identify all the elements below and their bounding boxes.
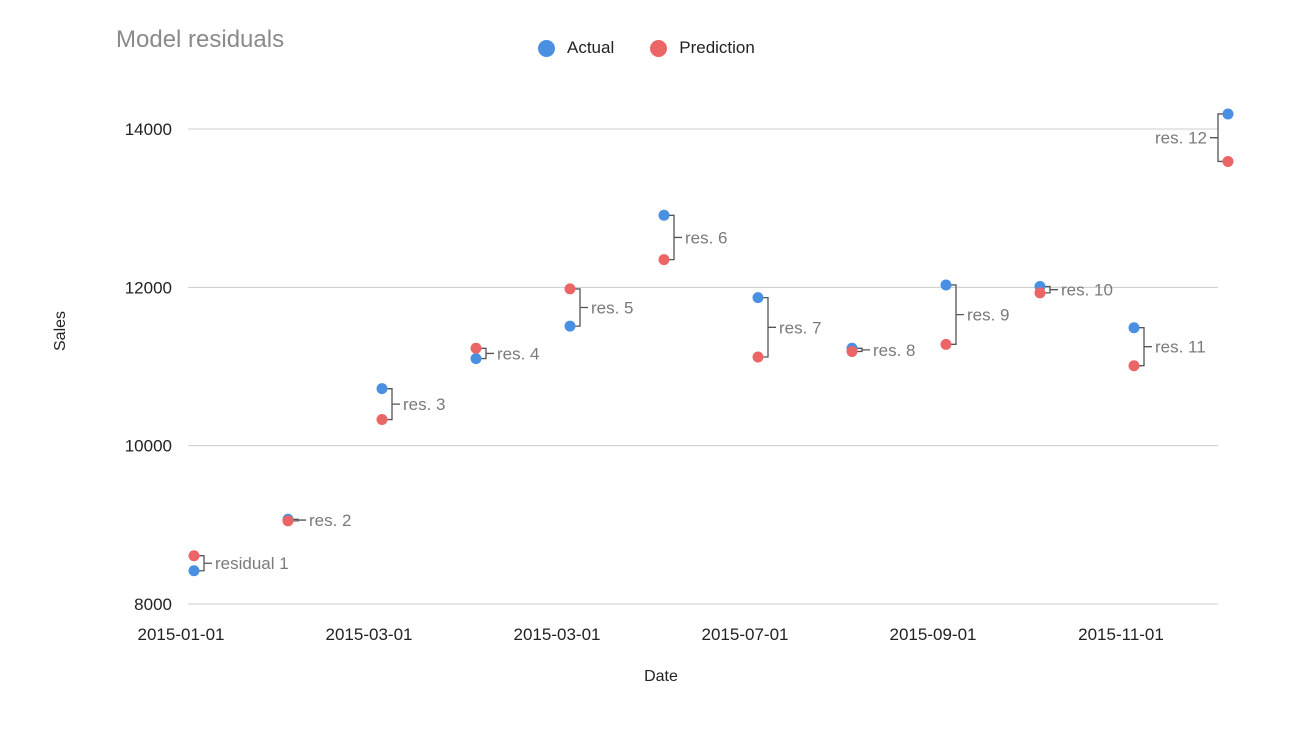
x-tick-label: 2015-09-01 [890, 625, 977, 644]
y-tick-label: 12000 [125, 278, 172, 297]
y-tick-label: 8000 [134, 595, 172, 614]
prediction-point [376, 414, 388, 426]
prediction-point [1222, 155, 1234, 167]
actual-point [188, 565, 200, 577]
residual-label: res. 5 [591, 299, 634, 318]
prediction-point [658, 254, 670, 266]
actual-point [564, 320, 576, 332]
legend: Actual Prediction [538, 38, 755, 58]
y-tick-label: 10000 [125, 437, 172, 456]
actual-point [376, 383, 388, 395]
y-tick-label: 14000 [125, 120, 172, 139]
prediction-point [1034, 287, 1046, 299]
x-tick-label: 2015-01-01 [138, 625, 225, 644]
x-tick-label: 2015-11-01 [1078, 625, 1164, 644]
residual-bracket [664, 214, 682, 261]
prediction-point [564, 283, 576, 295]
legend-item-actual[interactable]: Actual [538, 38, 614, 58]
actual-point [470, 353, 482, 365]
residual-label: res. 6 [685, 228, 728, 247]
residual-label: res. 3 [403, 395, 446, 414]
legend-label-actual: Actual [567, 38, 615, 57]
legend-label-prediction: Prediction [679, 38, 755, 57]
legend-swatch-actual [538, 39, 555, 57]
residual-label: res. 12 [1155, 129, 1207, 148]
prediction-point [188, 550, 200, 562]
residual-label: res. 9 [967, 306, 1010, 325]
x-tick-label: 2015-03-01 [514, 625, 601, 644]
legend-item-prediction[interactable]: Prediction [650, 38, 755, 58]
residual-label: res. 11 [1155, 338, 1206, 357]
residual-label: res. 10 [1061, 281, 1113, 300]
residual-label: res. 2 [309, 511, 352, 530]
residual-bracket [758, 296, 776, 358]
residual-label: residual 1 [215, 554, 289, 573]
prediction-point [752, 351, 764, 363]
residual-bracket [1134, 327, 1152, 367]
residual-label: res. 7 [779, 318, 822, 337]
legend-swatch-prediction [650, 39, 668, 57]
actual-point [752, 292, 764, 304]
prediction-point [282, 515, 294, 527]
prediction-point [470, 342, 482, 354]
prediction-point [1128, 360, 1140, 372]
actual-point [1222, 108, 1234, 120]
residual-bracket [570, 288, 588, 327]
residual-label: res. 4 [497, 344, 540, 363]
actual-point [1128, 322, 1140, 334]
prediction-point [940, 338, 952, 350]
x-tick-label: 2015-07-01 [702, 625, 789, 644]
x-axis-title: Date [644, 668, 678, 685]
residual-bracket [1210, 113, 1228, 163]
prediction-point [846, 345, 858, 357]
chart-title: Model residuals [116, 26, 285, 53]
residual-bracket [946, 284, 964, 345]
actual-point [940, 279, 952, 291]
x-tick-label: 2015-03-01 [326, 625, 413, 644]
actual-point [658, 209, 670, 221]
residual-label: res. 8 [873, 341, 916, 360]
